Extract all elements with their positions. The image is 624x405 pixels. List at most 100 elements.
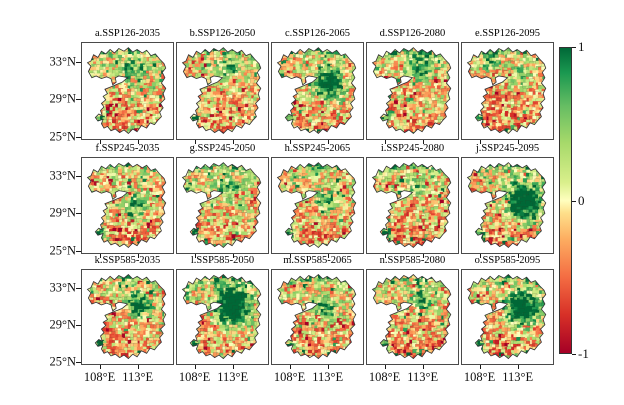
y-axis-label: 29°N bbox=[49, 317, 76, 332]
y-axis-label: 33°N bbox=[49, 168, 76, 183]
x-axis-tick bbox=[479, 365, 481, 369]
x-axis-tick bbox=[232, 365, 234, 369]
y-axis-tick bbox=[76, 137, 81, 139]
y-axis-tick bbox=[76, 98, 81, 100]
choropleth-canvas-e bbox=[462, 43, 553, 139]
x-axis-tick bbox=[137, 365, 139, 369]
panel-title-a: a.SSP126-2035 bbox=[94, 28, 161, 39]
x-axis-label: 113°E bbox=[217, 370, 249, 384]
x-axis-tick bbox=[194, 140, 196, 144]
panel-title-i: i.SSP245-2080 bbox=[380, 143, 445, 154]
panel-title-d: d.SSP126-2080 bbox=[379, 28, 446, 39]
x-axis-tick bbox=[479, 254, 481, 258]
x-axis-tick bbox=[232, 140, 234, 144]
x-axis-tick bbox=[137, 254, 139, 258]
panel-title-b: b.SSP126-2050 bbox=[189, 28, 256, 39]
map-panel-a bbox=[81, 42, 174, 140]
choropleth-canvas-f bbox=[82, 158, 173, 253]
panel-title-l: l.SSP585-2050 bbox=[190, 255, 255, 266]
x-axis-tick bbox=[99, 365, 101, 369]
x-axis-tick bbox=[517, 254, 519, 258]
choropleth-canvas-d bbox=[367, 43, 458, 139]
colorbar-label: 1 bbox=[578, 39, 585, 54]
colorbar-tick bbox=[572, 200, 576, 202]
x-axis-label: 113°E bbox=[312, 370, 344, 384]
map-panel-m bbox=[271, 269, 364, 365]
y-axis-label: 25°N bbox=[49, 243, 76, 258]
x-axis-tick bbox=[384, 365, 386, 369]
x-axis-label: 108°E bbox=[83, 370, 116, 384]
x-axis-label: 108°E bbox=[368, 370, 401, 384]
choropleth-canvas-m bbox=[272, 270, 363, 364]
choropleth-canvas-a bbox=[82, 43, 173, 139]
choropleth-canvas-b bbox=[177, 43, 268, 139]
x-axis-tick bbox=[289, 140, 291, 144]
x-axis-label: 108°E bbox=[463, 370, 496, 384]
x-axis-label: 108°E bbox=[273, 370, 306, 384]
y-axis-label: 33°N bbox=[49, 54, 76, 69]
choropleth-canvas-i bbox=[367, 158, 458, 253]
panel-title-m: m.SSP585-2065 bbox=[283, 255, 352, 266]
choropleth-canvas-h bbox=[272, 158, 363, 253]
x-axis-tick bbox=[137, 140, 139, 144]
x-axis-label: 113°E bbox=[122, 370, 154, 384]
panel-title-e: e.SSP126-2095 bbox=[474, 28, 541, 39]
x-axis-tick bbox=[194, 254, 196, 258]
map-panel-k bbox=[81, 269, 174, 365]
colorbar-tick bbox=[572, 47, 576, 48]
x-axis-tick bbox=[194, 365, 196, 369]
y-axis-tick bbox=[76, 324, 81, 326]
x-axis-tick bbox=[99, 254, 101, 258]
y-axis-tick bbox=[76, 362, 81, 364]
colorbar-label: 0 bbox=[578, 192, 585, 208]
x-axis-tick bbox=[99, 140, 101, 144]
x-axis-tick bbox=[327, 140, 329, 144]
x-axis-tick bbox=[422, 254, 424, 258]
map-panel-c bbox=[271, 42, 364, 140]
map-panel-b bbox=[176, 42, 269, 140]
x-axis-tick bbox=[289, 365, 291, 369]
choropleth-canvas-j bbox=[462, 158, 553, 253]
choropleth-canvas-c bbox=[272, 43, 363, 139]
panel-title-h: h.SSP245-2065 bbox=[284, 143, 351, 154]
map-panel-l bbox=[176, 269, 269, 365]
map-panel-o bbox=[461, 269, 554, 365]
x-axis-tick bbox=[232, 254, 234, 258]
choropleth-canvas-k bbox=[82, 270, 173, 364]
x-axis-label: 108°E bbox=[178, 370, 211, 384]
choropleth-canvas-g bbox=[177, 158, 268, 253]
x-axis-tick bbox=[289, 254, 291, 258]
y-axis-tick bbox=[76, 176, 81, 178]
y-axis-tick bbox=[76, 288, 81, 290]
colorbar-tick bbox=[572, 354, 576, 355]
x-axis-tick bbox=[327, 365, 329, 369]
y-axis-label: 25°N bbox=[49, 354, 76, 369]
x-axis-tick bbox=[384, 140, 386, 144]
x-axis-tick bbox=[422, 140, 424, 144]
x-axis-tick bbox=[517, 365, 519, 369]
panel-title-c: c.SSP126-2065 bbox=[284, 28, 351, 39]
choropleth-canvas-n bbox=[367, 270, 458, 364]
x-axis-label: 113°E bbox=[407, 370, 439, 384]
y-axis-label: 33°N bbox=[49, 280, 76, 295]
colorbar bbox=[559, 47, 572, 354]
x-axis-tick bbox=[384, 254, 386, 258]
map-panel-i bbox=[366, 157, 459, 254]
x-axis-tick bbox=[479, 140, 481, 144]
panel-title-o: o.SSP585-2095 bbox=[474, 255, 541, 266]
colorbar-label: -1 bbox=[578, 346, 589, 361]
map-panel-j bbox=[461, 157, 554, 254]
y-axis-label: 25°N bbox=[49, 129, 76, 144]
y-axis-tick bbox=[76, 251, 81, 253]
y-axis-tick bbox=[76, 61, 81, 63]
y-axis-label: 29°N bbox=[49, 91, 76, 106]
map-panel-d bbox=[366, 42, 459, 140]
panel-title-j: j.SSP245-2095 bbox=[475, 143, 540, 154]
panel-title-n: n.SSP585-2080 bbox=[379, 255, 446, 266]
panel-title-g: g.SSP245-2050 bbox=[189, 143, 256, 154]
map-panel-f bbox=[81, 157, 174, 254]
x-axis-tick bbox=[327, 254, 329, 258]
choropleth-canvas-l bbox=[177, 270, 268, 364]
choropleth-canvas-o bbox=[462, 270, 553, 364]
